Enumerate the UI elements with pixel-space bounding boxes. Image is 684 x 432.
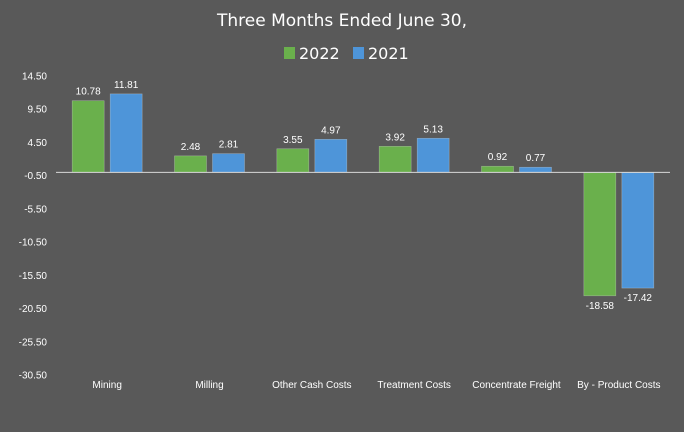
legend-swatch-2022 (284, 47, 295, 59)
data-label-2022-2: 3.55 (283, 135, 303, 146)
data-label-2021-4: 0.77 (526, 153, 546, 164)
bar-2021-3 (416, 137, 450, 173)
y-tick-label: -30.50 (19, 371, 48, 382)
legend-swatch-2021 (353, 47, 364, 59)
y-tick-label: 14.50 (22, 72, 47, 83)
bar-2021-2 (314, 139, 348, 173)
data-label-2021-1: 2.81 (219, 140, 239, 151)
y-tick-label: -25.50 (19, 337, 48, 348)
bar-2021-0 (109, 93, 143, 173)
bar-2022-4 (481, 165, 514, 173)
bar-2021-5 (621, 172, 655, 289)
category-label: Treatment Costs (377, 380, 451, 391)
data-label-2022-3: 3.92 (385, 132, 405, 143)
category-label: Mining (92, 380, 121, 391)
y-tick-label: -5.50 (24, 204, 47, 215)
bar-2022-0 (71, 100, 105, 173)
data-label-2021-2: 4.97 (321, 125, 341, 136)
y-tick-label: 9.50 (28, 105, 48, 116)
category-label: Concentrate Freight (472, 380, 561, 391)
bar-2022-1 (174, 155, 207, 173)
bars (56, 93, 670, 297)
data-label-2022-5: -18.58 (586, 301, 615, 312)
bar-2022-2 (276, 148, 310, 173)
category-label: Other Cash Costs (272, 380, 351, 391)
category-label: By - Product Costs (577, 380, 660, 391)
category-label: Milling (195, 380, 223, 391)
chart-title: Three Months Ended June 30, (216, 11, 467, 31)
y-tick-label: -10.50 (19, 238, 48, 249)
y-tick-label: -20.50 (19, 304, 48, 315)
bar-2021-4 (519, 166, 552, 173)
data-label-2022-1: 2.48 (181, 142, 201, 153)
value-labels: 10.78 11.81 2.48 2.81 3.55 4.97 3.92 5.13 0.92 0.… (76, 80, 653, 312)
legend: 2022 2021 (284, 44, 409, 63)
legend-label-2021: 2021 (368, 44, 409, 63)
bar-2022-5 (583, 172, 617, 297)
data-label-2021-0: 11.81 (114, 80, 139, 91)
data-label-2022-4: 0.92 (488, 152, 508, 163)
y-tick-label: -0.50 (24, 171, 47, 182)
y-tick-label: -15.50 (19, 271, 48, 282)
data-label-2022-0: 10.78 (76, 87, 101, 98)
y-axis: 14.50 9.50 4.50 -0.50 -5.50 -10.50 -15.50 -20.5… (19, 72, 48, 382)
bar-2022-3 (378, 145, 412, 173)
legend-label-2022: 2022 (299, 44, 340, 63)
bar-2021-1 (212, 153, 245, 173)
data-label-2021-3: 5.13 (423, 124, 443, 135)
data-label-2021-5: -17.42 (624, 293, 653, 304)
y-tick-label: 4.50 (28, 138, 48, 149)
x-axis: Mining Milling Other Cash Costs Treatment C… (92, 380, 660, 391)
